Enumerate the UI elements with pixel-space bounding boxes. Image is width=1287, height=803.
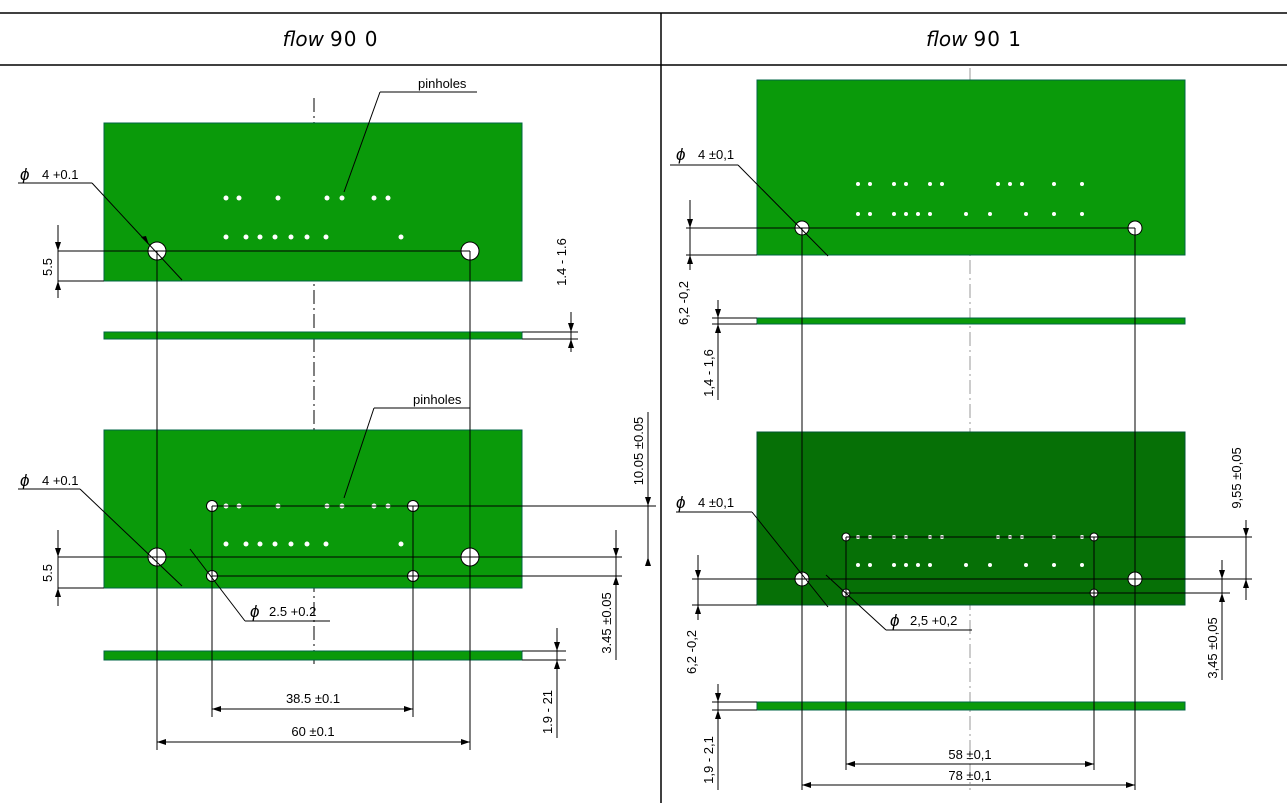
pinholes-top	[856, 182, 1084, 216]
board-bottom	[103, 429, 523, 589]
pin-span: 58 ±0,1	[948, 747, 991, 762]
title-italic: flow	[925, 27, 968, 51]
diameter-symbol: ϕ	[676, 145, 685, 164]
panel-title-right: flow 90 1	[661, 13, 1287, 65]
pin-dia: 2.5 +0.2	[269, 604, 316, 619]
thickness-bottom: 1,9 - 2,1	[701, 736, 716, 784]
hole-dia-top: 4 +0.1	[42, 167, 79, 182]
diameter-symbol: ϕ	[20, 165, 29, 184]
hole-dia-bottom: 4 ±0,1	[698, 495, 734, 510]
diameter-symbol: ϕ	[890, 611, 899, 630]
table-grid	[0, 12, 1287, 803]
thickness-top: 1,4 - 1,6	[701, 349, 716, 397]
pinholes-bottom	[856, 535, 1084, 567]
title-version: 90 1	[973, 27, 1023, 51]
pin-offset-h: 3,45 ±0,05	[1205, 617, 1220, 678]
hole-dia-bottom: 4 +0.1	[42, 473, 79, 488]
pin-offset-h: 3.45 ±0.05	[599, 592, 614, 653]
board-side-bottom	[103, 650, 523, 661]
hole-dia-top: 4 ±0,1	[698, 147, 734, 162]
pinholes-top	[223, 195, 404, 240]
edge-dim-top: 5.5	[40, 258, 55, 276]
board-bottom	[756, 431, 1186, 606]
board-side-top	[756, 317, 1186, 325]
diameter-symbol: ϕ	[676, 493, 685, 512]
pinholes-label-top: pinholes	[418, 76, 467, 91]
diameter-symbol: ϕ	[20, 471, 29, 490]
pin-dia: 2,5 +0,2	[910, 613, 957, 628]
hole-span: 60 ±0.1	[291, 724, 334, 739]
board-side-bottom	[756, 701, 1186, 711]
pin-offset-v: 10.05 ±0.05	[631, 417, 646, 486]
right-drawing: 6,2 -0,2 ϕ 4 ±0,1 1,4 - 1,6	[670, 68, 1252, 790]
diameter-symbol: ϕ	[250, 602, 259, 621]
panel-title-left: flow 90 0	[0, 13, 661, 65]
board-top	[103, 122, 523, 282]
edge-dim-bottom: 6,2 -0,2	[684, 630, 699, 674]
hole-span: 78 ±0,1	[948, 768, 991, 783]
left-drawing: 5.5 ϕ 4 +0.1 pinholes 1.4 - 1.6	[18, 76, 656, 750]
title-version: 90 0	[329, 27, 379, 51]
edge-dim-bottom: 5.5	[40, 564, 55, 582]
pinholes-label-bottom: pinholes	[413, 392, 462, 407]
pin-span: 38.5 ±0.1	[286, 691, 340, 706]
pin-offset-v: 9,55 ±0,05	[1229, 447, 1244, 508]
edge-dim-top: 6,2 -0,2	[676, 281, 691, 325]
board-top	[756, 79, 1186, 256]
title-italic: flow	[282, 27, 324, 51]
board-side-top	[103, 331, 523, 340]
thickness-bottom: 1.9 - 21	[540, 690, 555, 734]
thickness-top: 1.4 - 1.6	[554, 238, 569, 286]
